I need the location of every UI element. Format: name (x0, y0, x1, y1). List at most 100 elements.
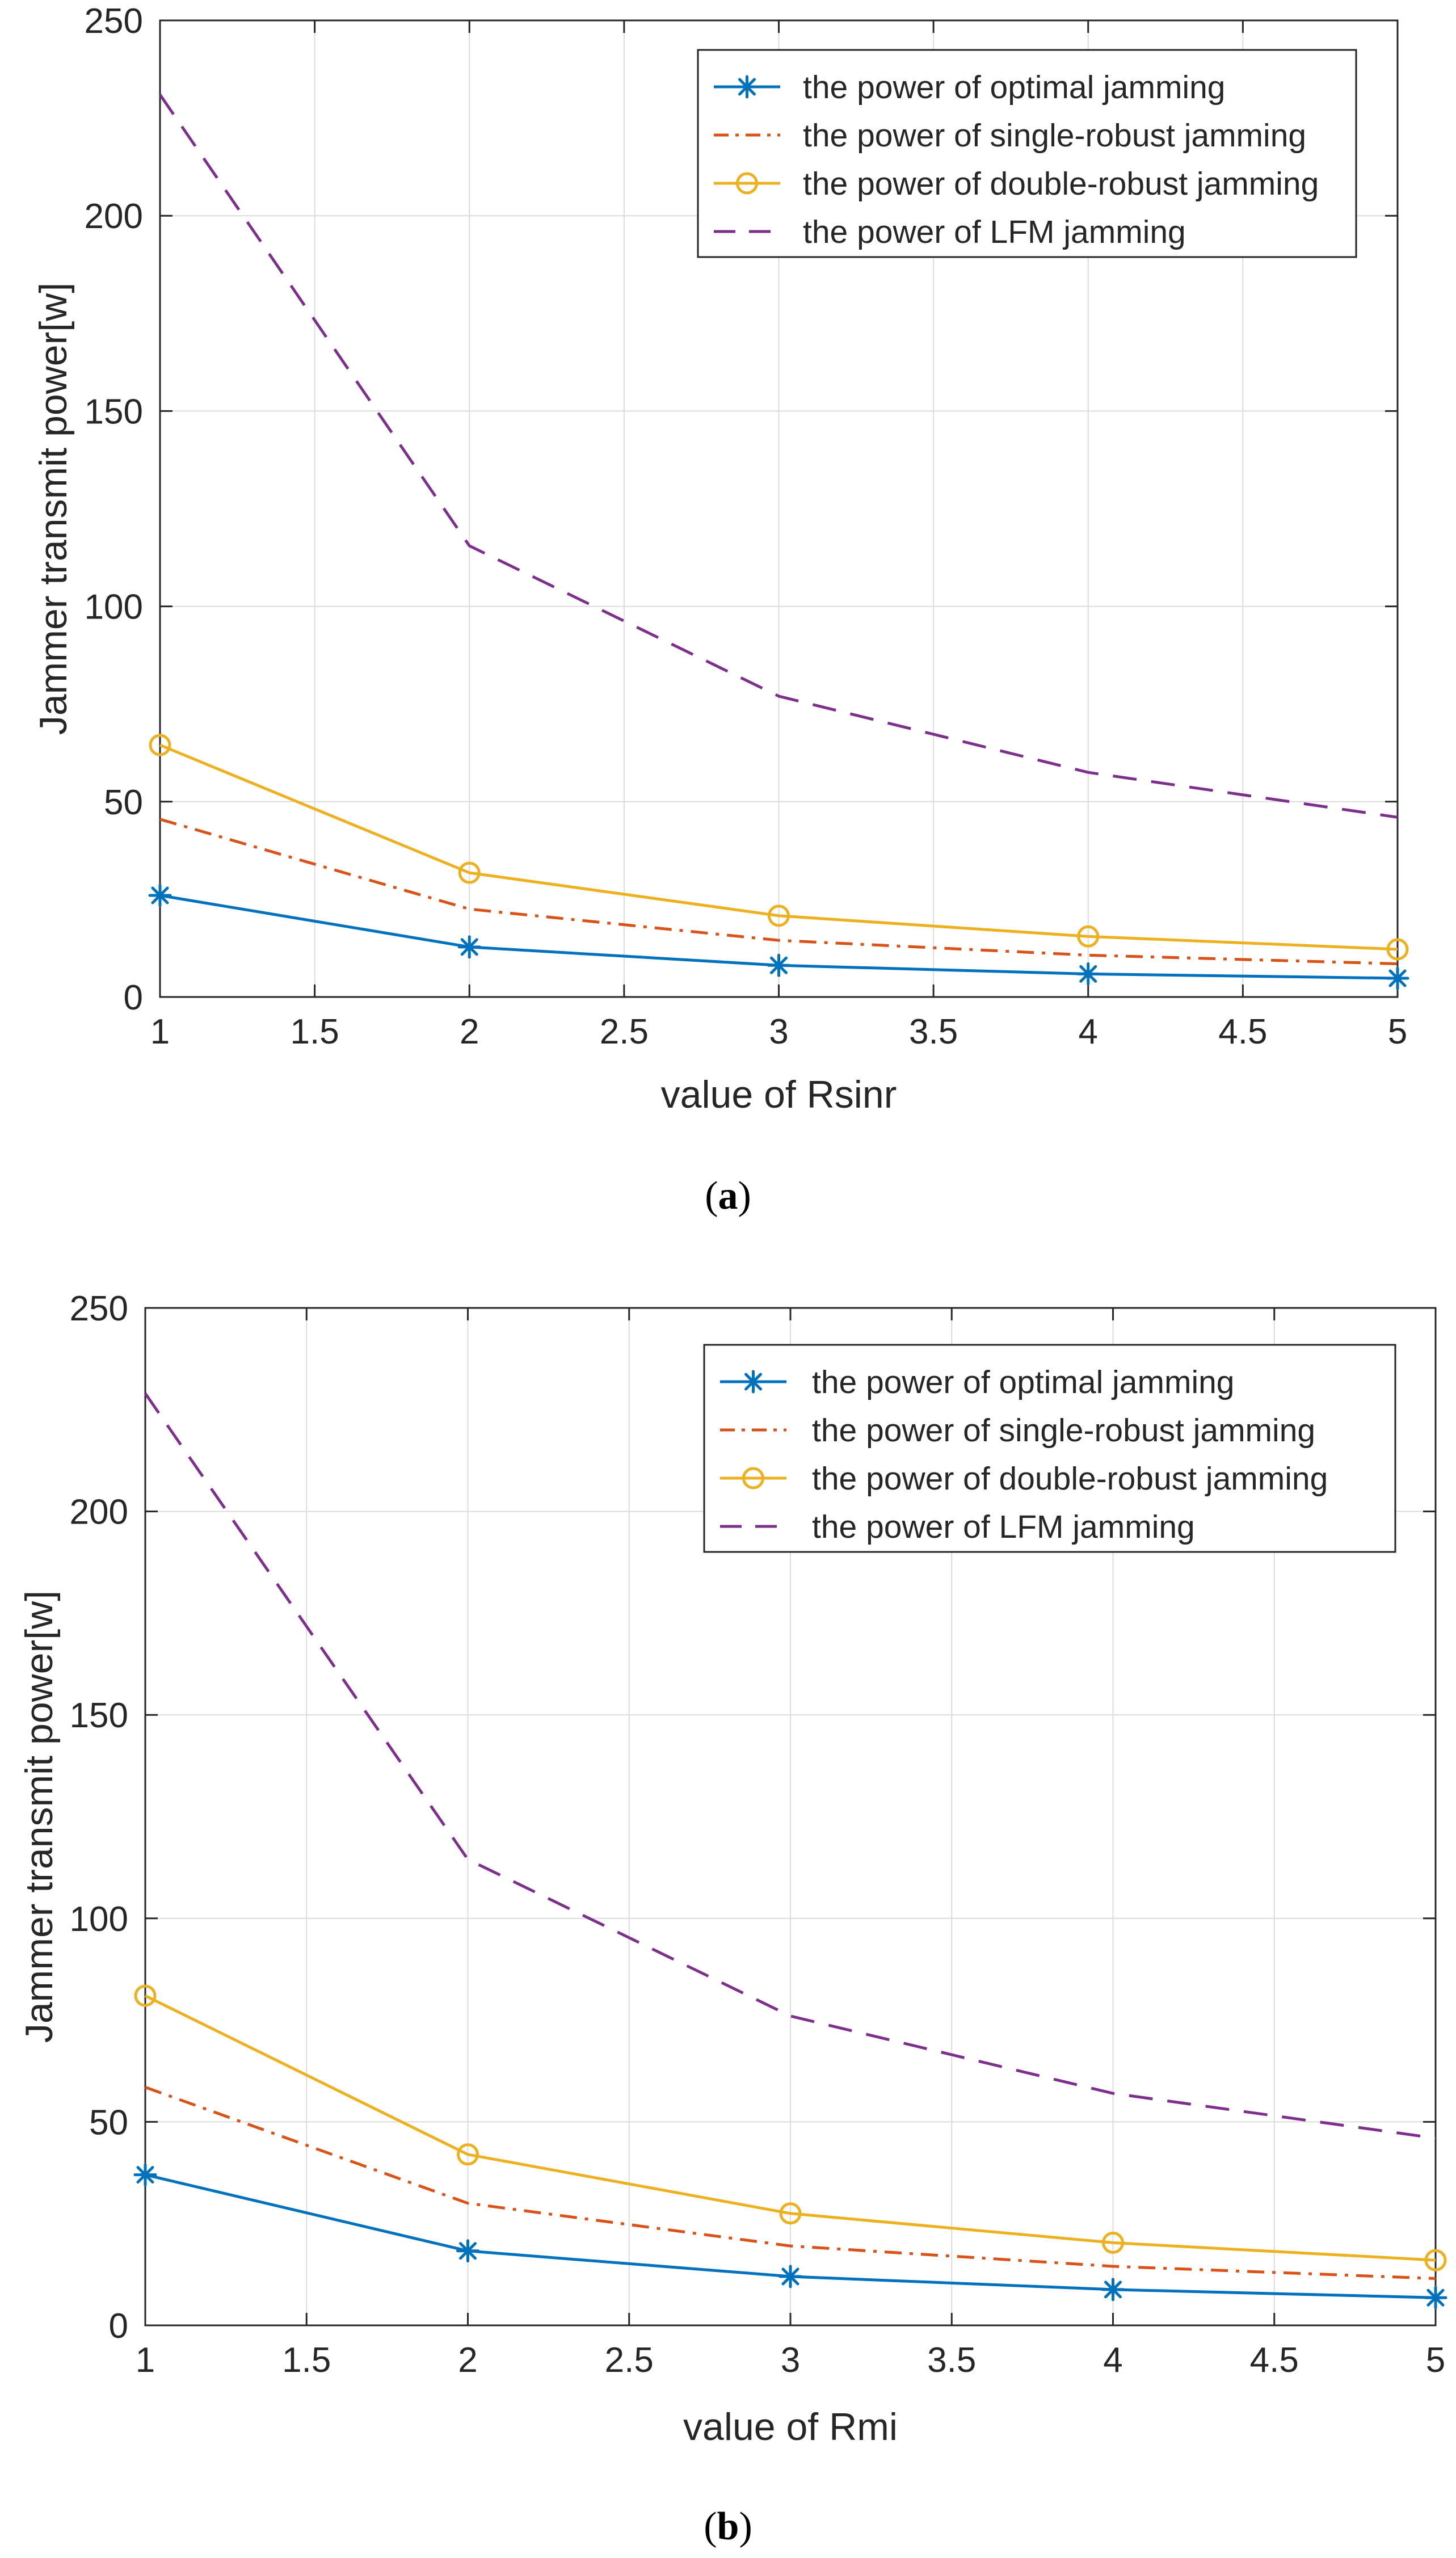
legend-sample-optimal (720, 1370, 786, 1394)
legend-label-optimal: the power of optimal jamming (803, 69, 1226, 106)
x-tick-label: 4.5 (1218, 1012, 1267, 1051)
y-tick-label: 150 (85, 392, 143, 431)
x-axis-label: value of Rmi (683, 2405, 898, 2448)
y-tick-label: 150 (70, 1696, 128, 1735)
data-point-double (1077, 925, 1100, 948)
series-line-single (145, 2086, 1436, 2280)
legend-entry-optimal: the power of optimal jamming (714, 69, 1226, 106)
legend-entry-double-robust: the power of double-robust jamming (720, 1461, 1328, 1497)
x-tick-label: 3.5 (927, 2341, 976, 2380)
legend-label-lfm: the power of LFM jamming (812, 1509, 1195, 1545)
legend-sample-double-robust (720, 1467, 786, 1490)
caption-letter: b (717, 2505, 739, 2548)
legend-label-lfm: the power of LFM jamming (803, 214, 1186, 250)
data-point-optimal (1386, 966, 1409, 990)
y-tick-label: 50 (89, 2103, 128, 2142)
data-point-double (1424, 2249, 1447, 2271)
legend-entry-single-robust: the power of single-robust jamming (714, 117, 1306, 154)
y-tick-label: 200 (70, 1493, 128, 1532)
caption-close-paren: ) (738, 1174, 751, 1218)
data-series (133, 1392, 1447, 2309)
data-point-double (149, 734, 171, 756)
legend: the power of optimal jamming the power o… (697, 49, 1357, 258)
y-tick-label: 0 (109, 2307, 128, 2346)
data-point-optimal (1424, 2286, 1447, 2309)
data-point-optimal (1076, 962, 1100, 986)
panel-caption: (a) (705, 1174, 751, 1218)
x-tick-label: 1.5 (291, 1012, 339, 1051)
panel-caption: (b) (704, 2505, 752, 2548)
x-tick-label: 1 (150, 1012, 170, 1051)
x-tick-label: 2.5 (600, 1012, 649, 1051)
legend-sample-optimal (714, 75, 780, 99)
caption-letter: a (718, 1174, 738, 1218)
legend-label-double-robust: the power of double-robust jamming (812, 1461, 1328, 1497)
y-tick-label: 250 (85, 2, 143, 41)
legend-box (703, 1344, 1396, 1553)
legend-label-single-robust: the power of single-robust jamming (803, 117, 1306, 154)
y-tick-label: 250 (70, 1289, 128, 1328)
y-tick-label: 100 (85, 588, 143, 627)
x-tick-label: 3 (769, 1012, 788, 1051)
legend-entry-double-robust: the power of double-robust jamming (714, 166, 1319, 202)
x-tick-label: 4.5 (1250, 2341, 1299, 2380)
data-point-double (1102, 2231, 1124, 2254)
x-tick-label: 2 (460, 1012, 479, 1051)
x-tick-label: 5 (1388, 1012, 1407, 1051)
data-point-double (458, 861, 481, 884)
legend-entry-single-robust: the power of single-robust jamming (720, 1412, 1315, 1449)
x-tick-label: 2 (458, 2341, 477, 2380)
legend-marker-double (742, 1467, 764, 1490)
series-line-lfm (158, 94, 1398, 819)
data-series (148, 94, 1409, 990)
series-line-double (144, 1994, 1436, 2262)
x-tick-label: 1.5 (282, 2341, 331, 2380)
data-point-double (1386, 938, 1409, 961)
caption-open-paren: ( (705, 1174, 718, 1218)
legend: the power of optimal jamming the power o… (703, 1344, 1396, 1553)
x-tick-label: 4 (1103, 2341, 1122, 2380)
y-tick-label: 200 (85, 197, 143, 236)
legend-marker-double (736, 172, 758, 195)
legend-box (697, 49, 1357, 258)
y-axis-label: Jammer transmit power[w] (32, 283, 75, 735)
data-point-optimal (1101, 2278, 1125, 2302)
data-point-double (457, 2143, 479, 2166)
x-tick-label: 1 (136, 2341, 155, 2380)
y-axis-label: Jammer transmit power[w] (18, 1591, 61, 2043)
y-tick-label: 100 (70, 1900, 128, 1939)
legend-marker-optimal (735, 75, 759, 99)
data-point-double (768, 904, 790, 927)
data-point-optimal (148, 883, 172, 907)
data-point-optimal (767, 953, 790, 977)
data-point-optimal (456, 2239, 479, 2263)
legend-label-optimal: the power of optimal jamming (812, 1364, 1235, 1400)
y-tick-label: 50 (104, 783, 143, 822)
data-point-optimal (133, 2163, 157, 2187)
data-point-optimal (457, 935, 481, 959)
x-axis-label: value of Rsinr (661, 1073, 897, 1116)
legend-entry-optimal: the power of optimal jamming (720, 1364, 1235, 1400)
data-point-double (134, 1984, 157, 2007)
legend-entry-lfm: the power of LFM jamming (714, 214, 1186, 250)
x-tick-label: 3.5 (909, 1012, 958, 1051)
caption-open-paren: ( (704, 2505, 717, 2548)
x-tick-label: 3 (781, 2341, 800, 2380)
series-line-single (159, 818, 1398, 965)
y-tick-label: 0 (124, 978, 143, 1017)
series-line-double (159, 743, 1398, 951)
x-tick-label: 4 (1079, 1012, 1098, 1051)
x-tick-label: 5 (1426, 2341, 1445, 2380)
series-line-lfm (144, 1392, 1436, 2140)
legend-sample-double-robust (714, 172, 780, 195)
legend-label-single-robust: the power of single-robust jamming (812, 1412, 1315, 1449)
legend-marker-optimal (742, 1370, 765, 1394)
caption-close-paren: ) (739, 2505, 752, 2548)
legend-entry-lfm: the power of LFM jamming (720, 1509, 1195, 1545)
